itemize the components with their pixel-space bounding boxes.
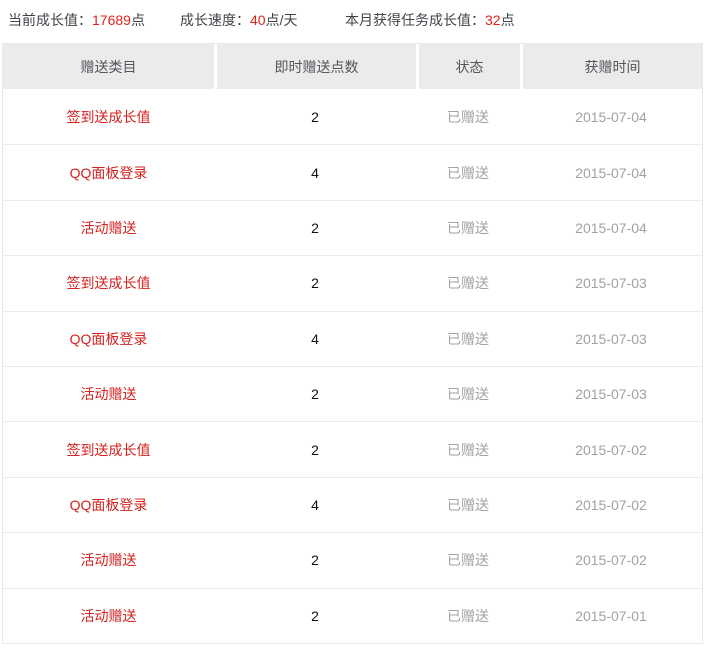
header-date: 获赠时间 — [523, 44, 702, 89]
row-date: 2015-07-02 — [575, 496, 647, 513]
row-date: 2015-07-03 — [575, 386, 647, 403]
row-points: 2 — [311, 275, 319, 292]
row-category-link[interactable]: 签到送成长值 — [66, 275, 151, 292]
row-status: 已赠送 — [447, 219, 489, 236]
row-points: 4 — [311, 330, 319, 347]
table-row: 活动赠送 2 已赠送 2015-07-01 — [3, 587, 702, 643]
stat-growth-speed: 成长速度：40点/天 — [180, 10, 297, 30]
row-points: 2 — [311, 552, 319, 569]
row-category-link[interactable]: 活动赠送 — [80, 552, 137, 569]
stat-monthly-label: 本月获得任务成长值： — [345, 12, 485, 28]
table-row: 签到送成长值 2 已赠送 2015-07-04 — [3, 89, 702, 145]
row-points: 4 — [311, 496, 319, 513]
growth-stats-bar: 当前成长值：17689点 成长速度：40点/天 本月获得任务成长值：32点 — [0, 0, 719, 43]
header-points: 即时赠送点数 — [217, 44, 416, 89]
stat-current-growth: 当前成长值：17689点 — [8, 10, 145, 30]
table-row: QQ面板登录 4 已赠送 2015-07-02 — [3, 476, 702, 533]
stat-current-label: 当前成长值： — [8, 12, 92, 28]
row-date: 2015-07-02 — [575, 552, 647, 569]
row-date: 2015-07-02 — [575, 441, 647, 458]
table-row: QQ面板登录 4 已赠送 2015-07-03 — [3, 310, 702, 366]
row-date: 2015-07-03 — [575, 275, 647, 292]
row-date: 2015-07-04 — [575, 219, 647, 236]
row-status: 已赠送 — [447, 441, 489, 458]
row-category-link[interactable]: QQ面板登录 — [69, 164, 148, 181]
stat-monthly-task-growth: 本月获得任务成长值：32点 — [345, 10, 515, 30]
row-date: 2015-07-01 — [575, 607, 647, 624]
table-row: 活动赠送 2 已赠送 2015-07-04 — [3, 199, 702, 256]
stat-monthly-unit: 点 — [500, 12, 515, 28]
table-row: 活动赠送 2 已赠送 2015-07-02 — [3, 532, 702, 588]
header-category: 赠送类目 — [3, 44, 214, 89]
row-date: 2015-07-04 — [575, 164, 647, 181]
table-row: QQ面板登录 4 已赠送 2015-07-04 — [3, 144, 702, 200]
stat-current-unit: 点 — [130, 12, 145, 28]
row-category-link[interactable]: QQ面板登录 — [69, 330, 148, 347]
row-category-link[interactable]: 签到送成长值 — [66, 441, 151, 458]
row-status: 已赠送 — [447, 607, 489, 624]
table-row: 活动赠送 2 已赠送 2015-07-03 — [3, 365, 702, 422]
stat-speed-unit: 点/天 — [265, 12, 298, 28]
row-status: 已赠送 — [447, 330, 489, 347]
stat-current-value: 17689 — [92, 12, 131, 28]
row-status: 已赠送 — [447, 108, 489, 125]
row-points: 2 — [311, 441, 319, 458]
row-date: 2015-07-04 — [575, 108, 647, 125]
growth-history-table: 赠送类目 即时赠送点数 状态 获赠时间 签到送成长值 2 已赠送 2015-07… — [2, 43, 703, 644]
row-status: 已赠送 — [447, 275, 489, 292]
row-category-link[interactable]: 活动赠送 — [80, 386, 137, 403]
header-status: 状态 — [419, 44, 520, 89]
row-status: 已赠送 — [447, 164, 489, 181]
stat-speed-label: 成长速度： — [180, 12, 250, 28]
row-category-link[interactable]: 活动赠送 — [80, 219, 137, 236]
row-date: 2015-07-03 — [575, 330, 647, 347]
row-points: 2 — [311, 607, 319, 624]
row-status: 已赠送 — [447, 386, 489, 403]
row-points: 2 — [311, 219, 319, 236]
row-category-link[interactable]: 活动赠送 — [80, 607, 137, 624]
row-points: 2 — [311, 108, 319, 125]
row-status: 已赠送 — [447, 496, 489, 513]
row-category-link[interactable]: QQ面板登录 — [69, 496, 148, 513]
table-row: 签到送成长值 2 已赠送 2015-07-03 — [3, 255, 702, 311]
row-status: 已赠送 — [447, 552, 489, 569]
stat-monthly-value: 32 — [485, 12, 501, 28]
row-points: 4 — [311, 164, 319, 181]
table-body: 签到送成长值 2 已赠送 2015-07-04 QQ面板登录 4 已赠送 201… — [3, 89, 702, 643]
stat-speed-value: 40 — [250, 12, 266, 28]
row-category-link[interactable]: 签到送成长值 — [66, 108, 151, 125]
table-header-row: 赠送类目 即时赠送点数 状态 获赠时间 — [3, 44, 702, 89]
row-points: 2 — [311, 386, 319, 403]
table-row: 签到送成长值 2 已赠送 2015-07-02 — [3, 421, 702, 477]
